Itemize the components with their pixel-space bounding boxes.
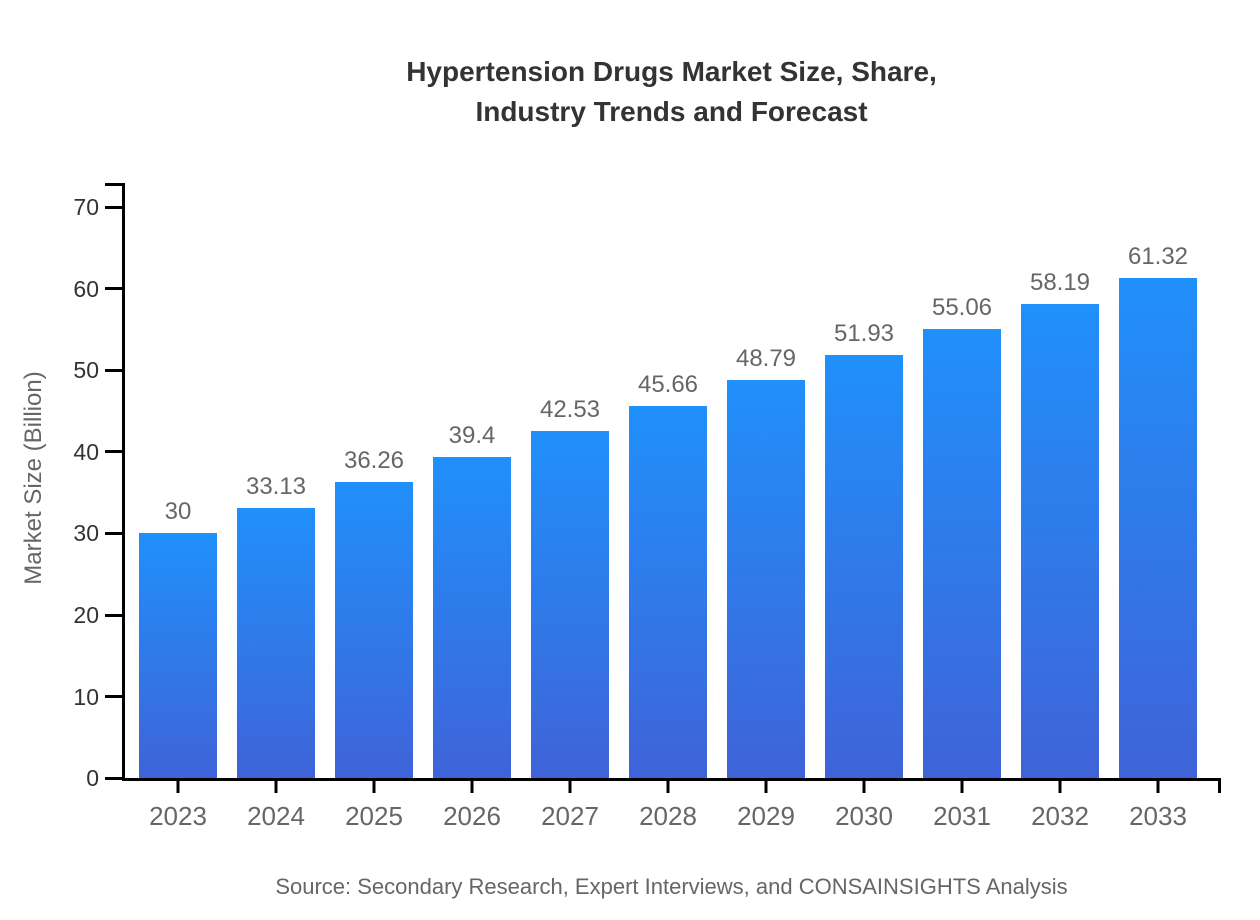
x-tick-label: 2025 [345,801,403,831]
bar-group: 39.4 2026 [433,421,511,831]
bar-value-label: 39.4 [448,421,496,449]
bar-group: 30 2023 [139,498,217,831]
bar-value-label: 51.93 [833,319,895,347]
x-tick [274,781,278,793]
x-tick-label: 2026 [443,801,501,831]
y-tick-label: 20 [73,602,99,628]
bar [825,354,903,778]
y-tick [105,205,122,209]
y-tick [105,613,122,617]
x-tick-label: 2023 [149,801,207,831]
x-tick [176,781,180,793]
bar-value-label: 45.66 [637,370,699,398]
bar-value-label: 58.19 [1029,268,1091,296]
y-tick-label: 10 [73,683,99,710]
bar [923,329,1001,778]
y-tick [105,368,122,372]
bar-group: 45.66 2028 [629,370,707,831]
y-tick-label: 70 [73,194,99,221]
bar-group: 61.32 2033 [1119,243,1197,831]
x-tick-label: 2024 [247,801,305,831]
x-tick [568,781,572,793]
x-axis-endcap-tick [1218,778,1221,793]
bar-group: 58.19 2032 [1021,268,1099,831]
bar-value-label: 42.53 [539,396,601,424]
y-tick-label: 50 [73,357,99,384]
chart-title-line1: Hypertension Drugs Market Size, Share, [406,56,937,87]
x-tick [666,781,670,793]
chart-title: Hypertension Drugs Market Size, Share, I… [122,52,1221,132]
x-tick [470,781,474,793]
x-tick-label: 2032 [1031,801,1089,831]
bar [139,533,217,778]
x-tick-label: 2030 [835,801,893,831]
x-tick [764,781,768,793]
bar-group: 36.26 2025 [335,447,413,831]
x-tick [1058,781,1062,793]
source-line: Source: Secondary Research, Expert Inter… [275,874,1068,899]
x-tick [862,781,866,793]
y-axis-title: Market Size (Billion) [20,371,47,585]
x-tick-label: 2029 [737,801,795,831]
y-tick [105,776,122,780]
plot-area: 30 2023 33.13 2024 36.26 2025 39.4 2026 42.53 202… [73,183,1221,831]
y-tick-label: 30 [73,520,99,547]
y-tick [105,287,122,291]
bar-value-label: 30 [164,498,192,526]
y-tick [105,531,122,535]
bar [727,380,805,778]
bar-value-label: 48.79 [735,345,797,373]
chart-title-line2: Industry Trends and Forecast [475,96,868,127]
bar-group: 33.13 2024 [237,472,315,831]
x-tick-label: 2031 [933,801,991,831]
bar [531,431,609,778]
bar [237,507,315,778]
bar-value-label: 55.06 [931,294,993,322]
bar-value-label: 36.26 [343,447,405,475]
bar [1119,278,1197,778]
x-tick-label: 2028 [639,801,697,831]
bar [335,482,413,778]
bar-group: 42.53 2027 [531,396,609,831]
bar-group: 55.06 2031 [923,294,1001,831]
x-tick [1156,781,1160,793]
bar-value-label: 33.13 [245,472,307,500]
y-tick-label: 0 [86,765,99,791]
y-tick [105,450,122,454]
x-tick-label: 2033 [1129,801,1187,831]
y-tick-label: 60 [73,275,99,302]
y-tick [105,695,122,698]
bar [433,456,511,778]
bar-group: 48.79 2029 [727,345,805,831]
bar [629,405,707,778]
x-tick-label: 2027 [541,801,599,831]
bars-container: 30 2023 33.13 2024 36.26 2025 39.4 2026 42.53 202… [139,243,1197,831]
x-tick [372,781,376,793]
bar [1021,303,1099,778]
y-tick-label: 40 [73,438,99,465]
y-axis-endcap-tick [105,183,122,186]
x-tick [960,781,964,793]
bar-value-label: 61.32 [1127,243,1189,271]
bar-group: 51.93 2030 [825,319,903,831]
